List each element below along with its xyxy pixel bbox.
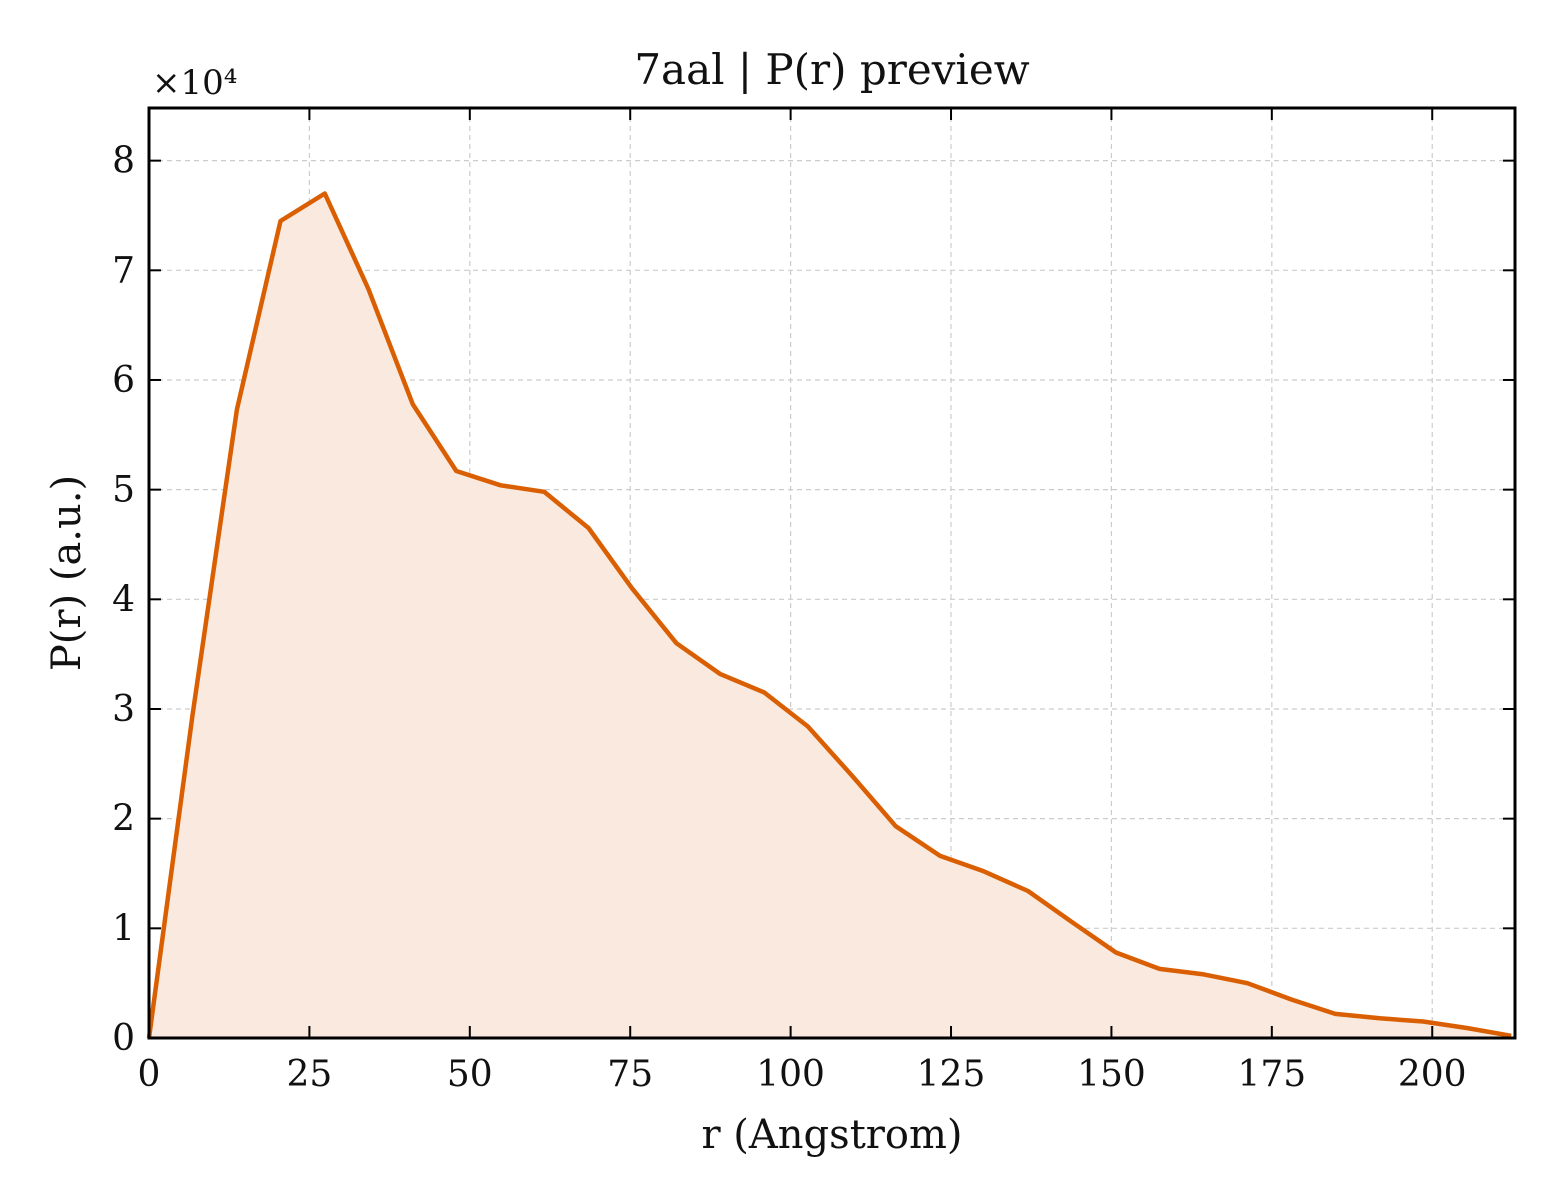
x-tick-label: 150 <box>1077 1054 1146 1095</box>
x-tick-label: 50 <box>447 1054 493 1095</box>
x-tick-label: 100 <box>756 1054 825 1095</box>
y-tick-label: 6 <box>112 360 135 401</box>
y-tick-label: 2 <box>112 799 135 840</box>
y-tick-label: 1 <box>112 908 135 949</box>
x-tick-label: 200 <box>1398 1054 1467 1095</box>
pr-area-fill <box>149 193 1512 1038</box>
axis-ticks: 0 25 50 75 100 125 150 175 200 0 1 2 3 4 5 6 7 8 <box>112 108 1515 1095</box>
y-multiplier-label: ×10⁴ <box>152 63 237 103</box>
pr-curve-line <box>146 191 1512 1039</box>
x-tick-label: 0 <box>138 1054 161 1095</box>
y-tick-label: 3 <box>112 689 135 730</box>
x-tick-label: 125 <box>917 1054 986 1095</box>
chart-title: 7aal | P(r) preview <box>634 45 1029 94</box>
x-tick-label: 75 <box>607 1054 653 1095</box>
x-axis-label: r (Angstrom) <box>701 1112 962 1158</box>
x-tick-label: 175 <box>1237 1054 1306 1095</box>
y-tick-label: 7 <box>112 250 135 291</box>
y-axis-label: P(r) (a.u.) <box>44 475 90 671</box>
plot-frame <box>147 106 1517 1040</box>
y-tick-label: 5 <box>112 470 135 511</box>
y-tick-label: 0 <box>112 1018 135 1059</box>
y-tick-label: 8 <box>112 141 135 182</box>
y-tick-label: 4 <box>112 579 135 620</box>
x-tick-label: 25 <box>286 1054 332 1095</box>
